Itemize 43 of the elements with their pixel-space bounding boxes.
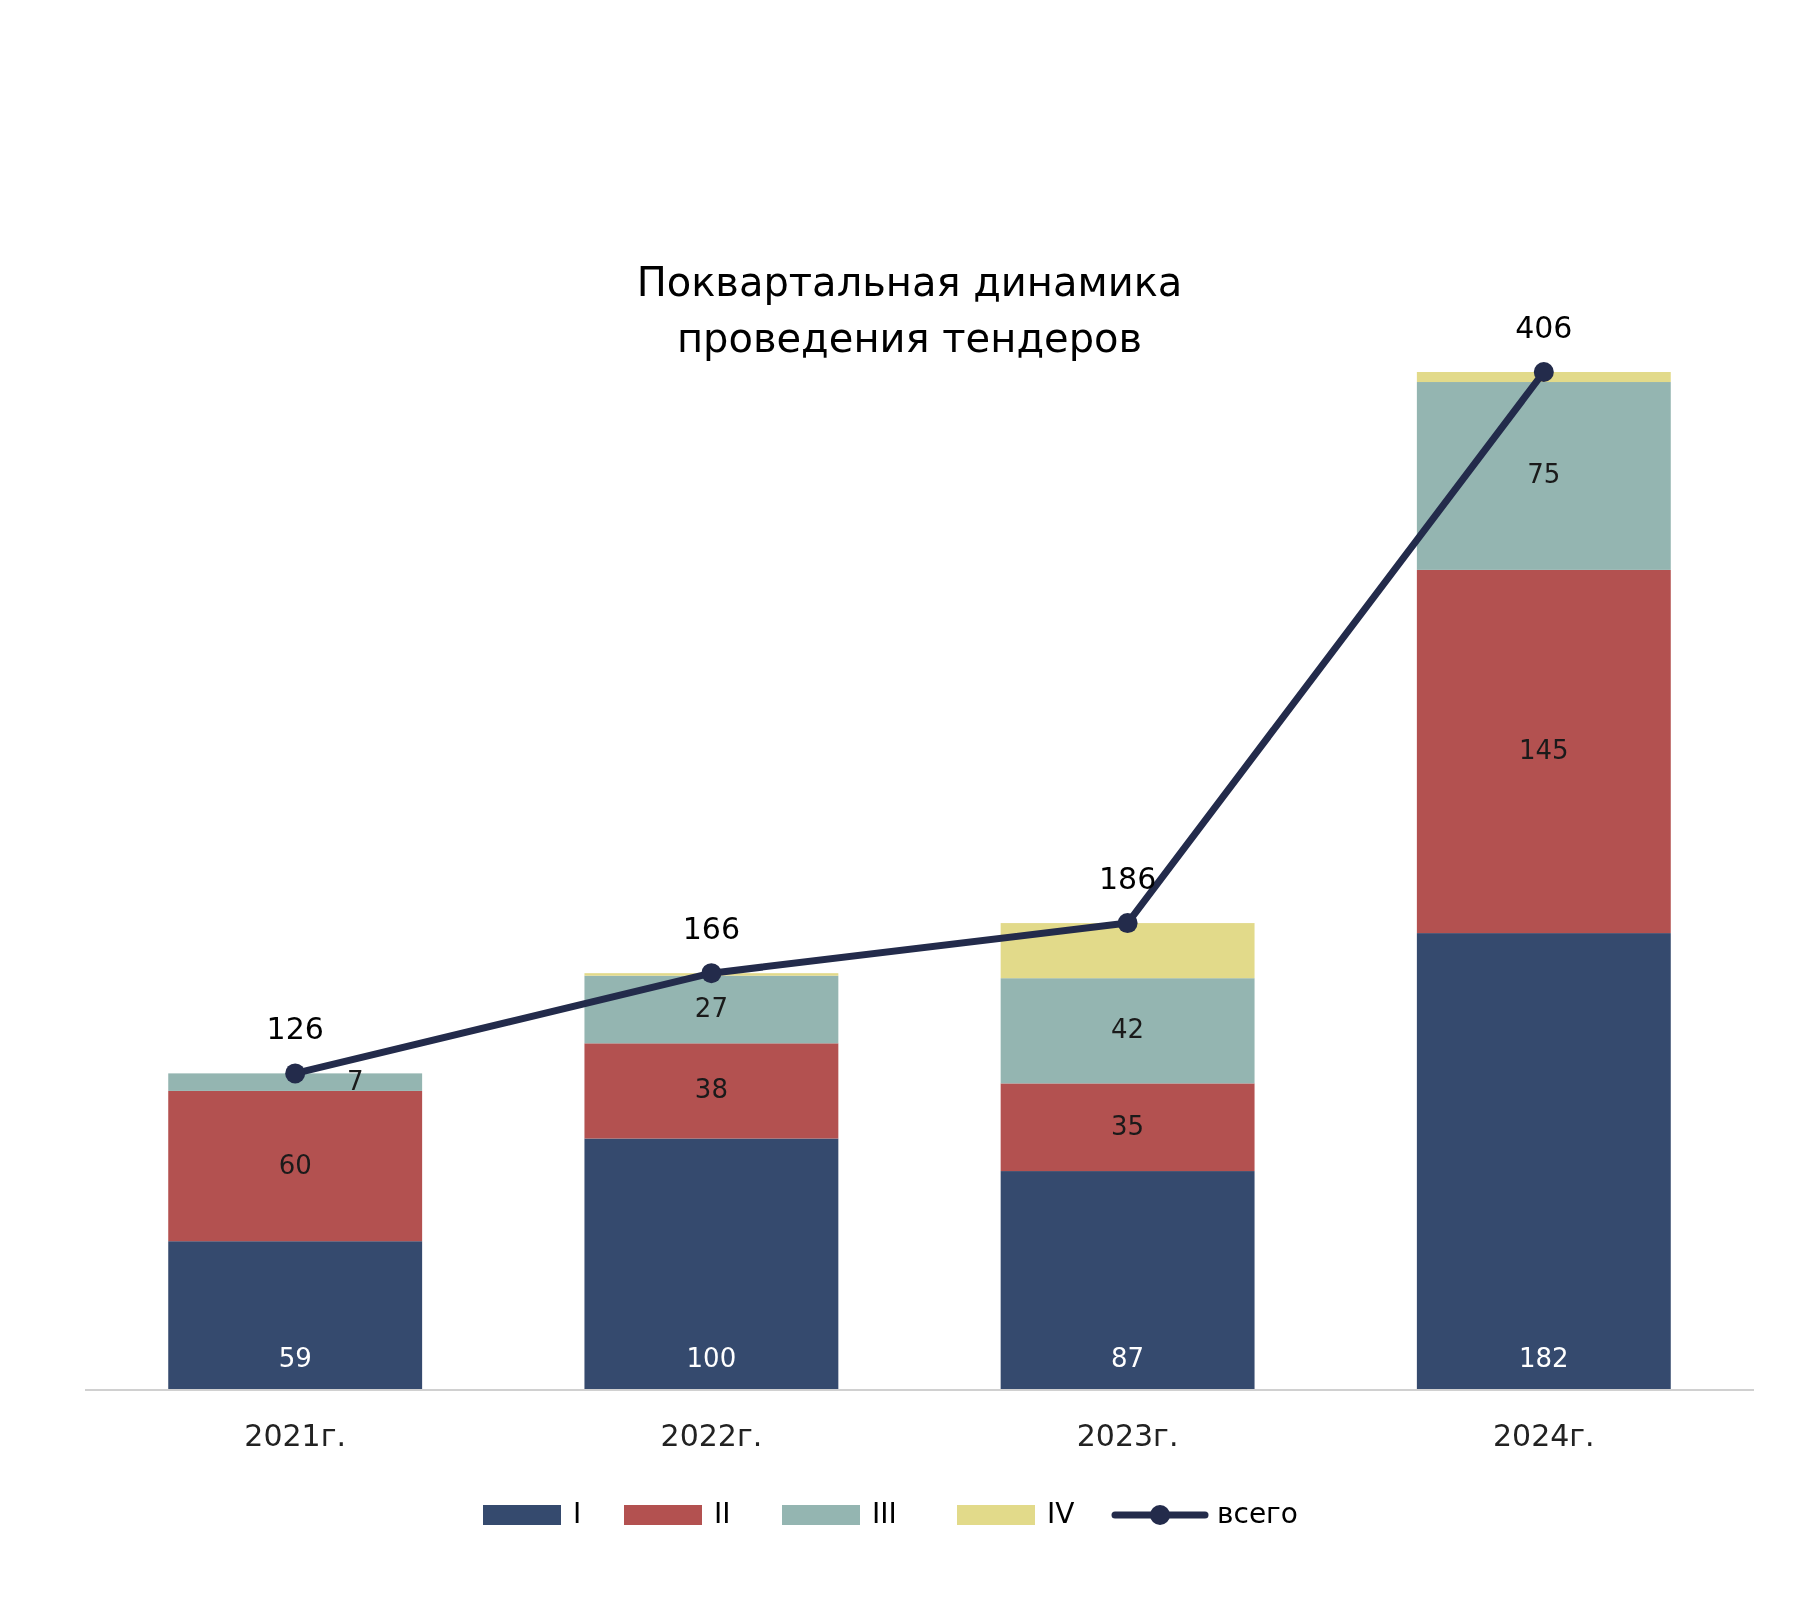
bar xyxy=(584,975,839,1044)
x-tick-label: 2024г. xyxy=(1492,1418,1595,1453)
bar xyxy=(1000,1083,1255,1172)
bar xyxy=(168,1241,423,1389)
bar xyxy=(168,1090,423,1242)
bar xyxy=(1000,923,1255,979)
legend-label: всего xyxy=(1217,1497,1298,1530)
bar xyxy=(584,1138,839,1389)
x-tick-label: 2021г. xyxy=(244,1418,347,1453)
legend-label: IV xyxy=(1047,1497,1075,1530)
data-label: 182 xyxy=(1518,1342,1569,1373)
data-label: 60 xyxy=(278,1149,312,1180)
data-label: 186 xyxy=(1098,861,1157,897)
legend-label: III xyxy=(872,1497,897,1530)
bar xyxy=(1416,569,1671,934)
data-label: 145 xyxy=(1518,735,1569,765)
bar xyxy=(1416,382,1671,570)
data-label: 166 xyxy=(682,911,741,947)
point xyxy=(1117,913,1138,934)
x-tick-label: 2023г. xyxy=(1076,1418,1179,1453)
bar xyxy=(1416,372,1671,383)
data-label: 35 xyxy=(1111,1110,1145,1141)
data-label: 42 xyxy=(1111,1014,1145,1045)
data-label: 87 xyxy=(1111,1342,1145,1373)
bar xyxy=(1000,978,1255,1084)
data-label: 100 xyxy=(686,1342,737,1373)
point xyxy=(701,963,722,984)
data-label: 59 xyxy=(278,1342,312,1373)
data-label: 38 xyxy=(694,1074,728,1105)
legend-label: II xyxy=(714,1497,731,1530)
data-label: 7 xyxy=(346,1065,364,1096)
data-label: 126 xyxy=(266,1011,324,1047)
point xyxy=(1533,362,1554,382)
point xyxy=(285,1063,306,1084)
text: Поквартальная динамика проведения тендеров xyxy=(636,259,1183,361)
data-label: 75 xyxy=(1527,459,1561,490)
bar xyxy=(1000,1171,1255,1389)
data-label: 406 xyxy=(1515,310,1573,345)
legend-label: I xyxy=(573,1497,582,1530)
bar xyxy=(584,1043,839,1139)
data-label: 27 xyxy=(694,993,728,1023)
x-tick-label: 2022г. xyxy=(660,1418,763,1453)
bar xyxy=(1416,933,1671,1389)
